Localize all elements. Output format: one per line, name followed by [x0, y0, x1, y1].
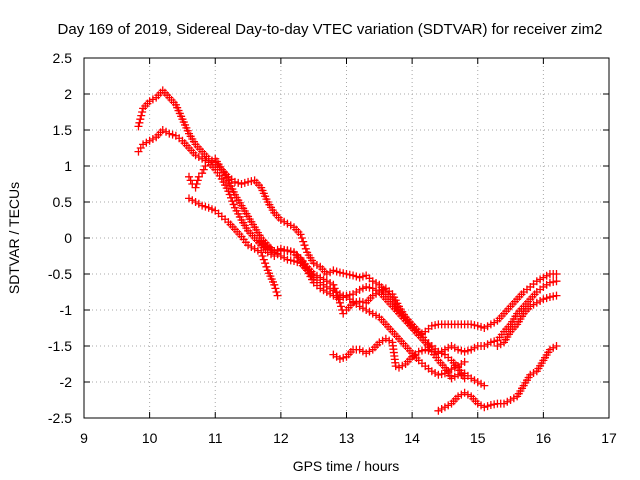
data-point	[552, 270, 561, 278]
data-point	[480, 381, 489, 390]
y-tick-label: 2	[64, 86, 72, 102]
data-point	[270, 280, 279, 289]
y-axis-label: SDTVAR / TECUs	[6, 182, 22, 294]
x-tick-label: 9	[80, 430, 88, 446]
x-axis-label: GPS time / hours	[293, 458, 400, 474]
data-point	[138, 108, 147, 116]
data-layer	[134, 86, 561, 415]
series-track-7	[434, 342, 561, 415]
data-point	[136, 115, 145, 124]
data-point	[137, 111, 146, 120]
data-point	[258, 252, 267, 260]
data-point	[552, 342, 561, 350]
y-tick-label: -0.5	[48, 266, 72, 282]
series-track-5	[257, 237, 561, 340]
data-point	[186, 176, 195, 185]
y-tick-label: -1.5	[48, 338, 72, 354]
tick-layer: 9 10 11 12 13 14 15 16 17 -2.5 -2 -1.5 -1 -0.5 0 0.5 1 1.…	[48, 50, 617, 446]
x-tick-label: 12	[273, 430, 289, 446]
data-point	[297, 234, 306, 242]
x-tick-label: 11	[208, 430, 223, 446]
data-point	[134, 122, 143, 131]
data-point	[273, 291, 282, 300]
data-point	[337, 302, 346, 311]
data-point	[185, 172, 193, 181]
series-track-4	[185, 194, 282, 300]
data-point	[271, 284, 280, 293]
data-point	[329, 280, 338, 289]
x-tick-label: 17	[601, 430, 617, 446]
y-tick-label: 1.5	[53, 122, 73, 138]
data-point	[135, 118, 144, 127]
y-tick-label: 0.5	[53, 194, 73, 210]
y-tick-label: -2	[60, 374, 73, 390]
data-point	[198, 169, 207, 178]
data-point	[257, 248, 266, 257]
x-tick-label: 16	[536, 430, 552, 446]
data-point	[552, 291, 561, 300]
grid-layer	[84, 58, 609, 418]
x-tick-label: 13	[339, 430, 355, 446]
y-tick-label: 1	[64, 158, 72, 174]
y-tick-label: 2.5	[53, 50, 73, 66]
data-point	[335, 298, 344, 307]
data-point	[191, 183, 200, 192]
x-tick-label: 10	[142, 430, 158, 446]
x-tick-label: 15	[470, 430, 486, 446]
data-point	[261, 259, 270, 268]
data-point	[259, 255, 268, 264]
series-track-8	[493, 291, 561, 350]
data-point	[334, 295, 343, 304]
data-point	[199, 165, 208, 174]
y-tick-label: -2.5	[48, 410, 72, 426]
data-point	[300, 241, 309, 250]
data-point	[296, 230, 305, 239]
data-point	[460, 357, 469, 366]
chart-title: Day 169 of 2019, Sidereal Day-to-day VTE…	[58, 21, 603, 38]
data-point	[262, 262, 271, 271]
series-track-6	[329, 334, 489, 390]
data-point	[301, 244, 310, 253]
x-tick-label: 14	[404, 430, 420, 446]
data-point	[192, 180, 201, 188]
data-point	[333, 291, 342, 300]
y-tick-label: -1	[60, 302, 73, 318]
data-point	[193, 176, 202, 185]
data-point	[272, 288, 281, 296]
data-point	[330, 284, 339, 293]
data-point	[332, 288, 340, 296]
data-point	[552, 277, 561, 286]
data-point	[299, 237, 308, 246]
y-tick-label: 0	[64, 230, 72, 246]
